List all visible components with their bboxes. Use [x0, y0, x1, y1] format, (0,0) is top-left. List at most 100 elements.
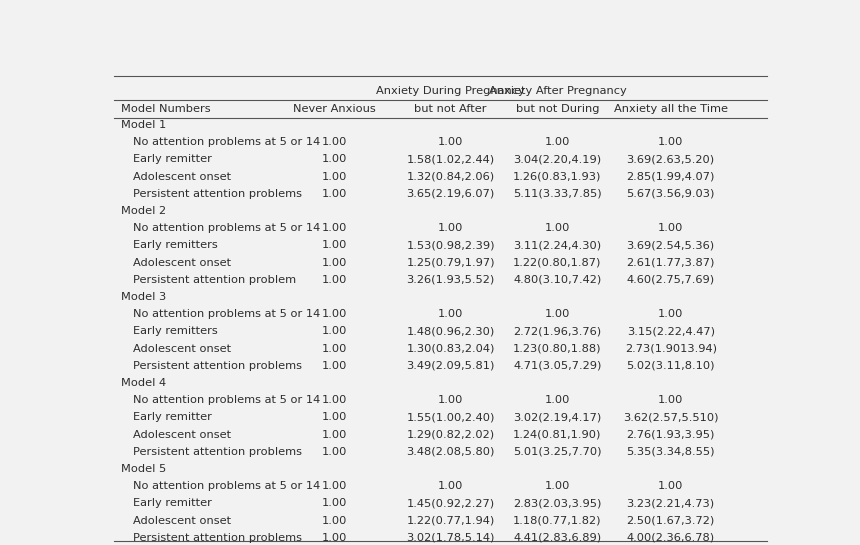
Text: 1.26(0.83,1.93): 1.26(0.83,1.93) — [513, 172, 602, 181]
Text: 1.00: 1.00 — [322, 137, 347, 147]
Text: Early remitter: Early remitter — [132, 499, 212, 508]
Text: Model 1: Model 1 — [120, 120, 166, 130]
Text: Anxiety During Pregnancy: Anxiety During Pregnancy — [377, 86, 525, 96]
Text: 1.00: 1.00 — [658, 395, 684, 405]
Text: 1.00: 1.00 — [322, 516, 347, 526]
Text: 1.22(0.80,1.87): 1.22(0.80,1.87) — [513, 258, 602, 268]
Text: Model 2: Model 2 — [120, 206, 166, 216]
Text: No attention problems at 5 or 14: No attention problems at 5 or 14 — [132, 309, 320, 319]
Text: 5.35(3.34,8.55): 5.35(3.34,8.55) — [626, 447, 715, 457]
Text: 4.71(3.05,7.29): 4.71(3.05,7.29) — [513, 361, 602, 371]
Text: Early remitters: Early remitters — [132, 240, 218, 250]
Text: 1.18(0.77,1.82): 1.18(0.77,1.82) — [513, 516, 602, 526]
Text: 3.69(2.54,5.36): 3.69(2.54,5.36) — [627, 240, 715, 250]
Text: Model 5: Model 5 — [120, 464, 166, 474]
Text: 1.00: 1.00 — [322, 413, 347, 422]
Text: 1.30(0.83,2.04): 1.30(0.83,2.04) — [407, 344, 495, 354]
Text: Early remitter: Early remitter — [132, 413, 212, 422]
Text: Model 3: Model 3 — [120, 292, 166, 302]
Text: 3.62(2.57,5.510): 3.62(2.57,5.510) — [623, 413, 718, 422]
Text: 1.00: 1.00 — [544, 309, 570, 319]
Text: Persistent attention problem: Persistent attention problem — [132, 275, 296, 285]
Text: 2.83(2.03,3.95): 2.83(2.03,3.95) — [513, 499, 602, 508]
Text: No attention problems at 5 or 14: No attention problems at 5 or 14 — [132, 137, 320, 147]
Text: 2.50(1.67,3.72): 2.50(1.67,3.72) — [627, 516, 715, 526]
Text: 3.11(2.24,4.30): 3.11(2.24,4.30) — [513, 240, 601, 250]
Text: 1.00: 1.00 — [322, 154, 347, 165]
Text: 1.00: 1.00 — [438, 223, 464, 233]
Text: 1.00: 1.00 — [322, 499, 347, 508]
Text: Adolescent onset: Adolescent onset — [132, 516, 231, 526]
Text: 1.00: 1.00 — [544, 481, 570, 491]
Text: Model 4: Model 4 — [120, 378, 166, 388]
Text: but not After: but not After — [415, 104, 487, 113]
Text: 1.00: 1.00 — [544, 137, 570, 147]
Text: 1.00: 1.00 — [658, 223, 684, 233]
Text: Never Anxious: Never Anxious — [292, 104, 376, 113]
Text: 1.25(0.79,1.97): 1.25(0.79,1.97) — [407, 258, 495, 268]
Text: Model Numbers: Model Numbers — [120, 104, 211, 113]
Text: Adolescent onset: Adolescent onset — [132, 172, 231, 181]
Text: No attention problems at 5 or 14: No attention problems at 5 or 14 — [132, 481, 320, 491]
Text: 2.72(1.96,3.76): 2.72(1.96,3.76) — [513, 326, 601, 336]
Text: 3.02(2.19,4.17): 3.02(2.19,4.17) — [513, 413, 601, 422]
Text: 1.00: 1.00 — [438, 395, 464, 405]
Text: 1.45(0.92,2.27): 1.45(0.92,2.27) — [407, 499, 494, 508]
Text: Adolescent onset: Adolescent onset — [132, 258, 231, 268]
Text: 3.15(2.22,4.47): 3.15(2.22,4.47) — [627, 326, 715, 336]
Text: 1.00: 1.00 — [658, 137, 684, 147]
Text: 1.58(1.02,2.44): 1.58(1.02,2.44) — [407, 154, 494, 165]
Text: 1.00: 1.00 — [322, 309, 347, 319]
Text: 5.01(3.25,7.70): 5.01(3.25,7.70) — [513, 447, 602, 457]
Text: 1.00: 1.00 — [322, 275, 347, 285]
Text: but not During: but not During — [516, 104, 599, 113]
Text: 1.00: 1.00 — [322, 189, 347, 199]
Text: 5.11(3.33,7.85): 5.11(3.33,7.85) — [513, 189, 602, 199]
Text: 1.00: 1.00 — [322, 223, 347, 233]
Text: 1.00: 1.00 — [658, 309, 684, 319]
Text: 1.00: 1.00 — [322, 429, 347, 440]
Text: 3.48(2.08,5.80): 3.48(2.08,5.80) — [407, 447, 495, 457]
Text: 1.24(0.81,1.90): 1.24(0.81,1.90) — [513, 429, 602, 440]
Text: 1.00: 1.00 — [322, 533, 347, 543]
Text: 1.00: 1.00 — [322, 258, 347, 268]
Text: 1.22(0.77,1.94): 1.22(0.77,1.94) — [407, 516, 494, 526]
Text: 5.67(3.56,9.03): 5.67(3.56,9.03) — [626, 189, 715, 199]
Text: Persistent attention problems: Persistent attention problems — [132, 189, 302, 199]
Text: 1.53(0.98,2.39): 1.53(0.98,2.39) — [407, 240, 495, 250]
Text: Anxiety After Pregnancy: Anxiety After Pregnancy — [488, 86, 626, 96]
Text: 1.32(0.84,2.06): 1.32(0.84,2.06) — [407, 172, 494, 181]
Text: 1.29(0.82,2.02): 1.29(0.82,2.02) — [407, 429, 494, 440]
Text: 1.55(1.00,2.40): 1.55(1.00,2.40) — [407, 413, 495, 422]
Text: 4.00(2.36,6.78): 4.00(2.36,6.78) — [627, 533, 715, 543]
Text: 3.23(2.21,4.73): 3.23(2.21,4.73) — [627, 499, 715, 508]
Text: Anxiety all the Time: Anxiety all the Time — [614, 104, 728, 113]
Text: 1.00: 1.00 — [544, 395, 570, 405]
Text: Persistent attention problems: Persistent attention problems — [132, 447, 302, 457]
Text: Early remitter: Early remitter — [132, 154, 212, 165]
Text: 3.65(2.19,6.07): 3.65(2.19,6.07) — [407, 189, 494, 199]
Text: No attention problems at 5 or 14: No attention problems at 5 or 14 — [132, 395, 320, 405]
Text: 2.76(1.93,3.95): 2.76(1.93,3.95) — [626, 429, 715, 440]
Text: 2.85(1.99,4.07): 2.85(1.99,4.07) — [626, 172, 715, 181]
Text: 1.00: 1.00 — [438, 481, 464, 491]
Text: 5.02(3.11,8.10): 5.02(3.11,8.10) — [626, 361, 715, 371]
Text: 1.00: 1.00 — [658, 481, 684, 491]
Text: 1.48(0.96,2.30): 1.48(0.96,2.30) — [407, 326, 494, 336]
Text: 1.00: 1.00 — [322, 361, 347, 371]
Text: 3.69(2.63,5.20): 3.69(2.63,5.20) — [627, 154, 715, 165]
Text: 1.00: 1.00 — [322, 395, 347, 405]
Text: 1.23(0.80,1.88): 1.23(0.80,1.88) — [513, 344, 602, 354]
Text: 1.00: 1.00 — [322, 240, 347, 250]
Text: Early remitters: Early remitters — [132, 326, 218, 336]
Text: Persistent attention problems: Persistent attention problems — [132, 361, 302, 371]
Text: No attention problems at 5 or 14: No attention problems at 5 or 14 — [132, 223, 320, 233]
Text: 2.73(1.9013.94): 2.73(1.9013.94) — [624, 344, 716, 354]
Text: 1.00: 1.00 — [438, 309, 464, 319]
Text: 1.00: 1.00 — [322, 172, 347, 181]
Text: 3.26(1.93,5.52): 3.26(1.93,5.52) — [407, 275, 494, 285]
Text: 1.00: 1.00 — [322, 447, 347, 457]
Text: 1.00: 1.00 — [322, 344, 347, 354]
Text: Adolescent onset: Adolescent onset — [132, 429, 231, 440]
Text: 4.80(3.10,7.42): 4.80(3.10,7.42) — [513, 275, 601, 285]
